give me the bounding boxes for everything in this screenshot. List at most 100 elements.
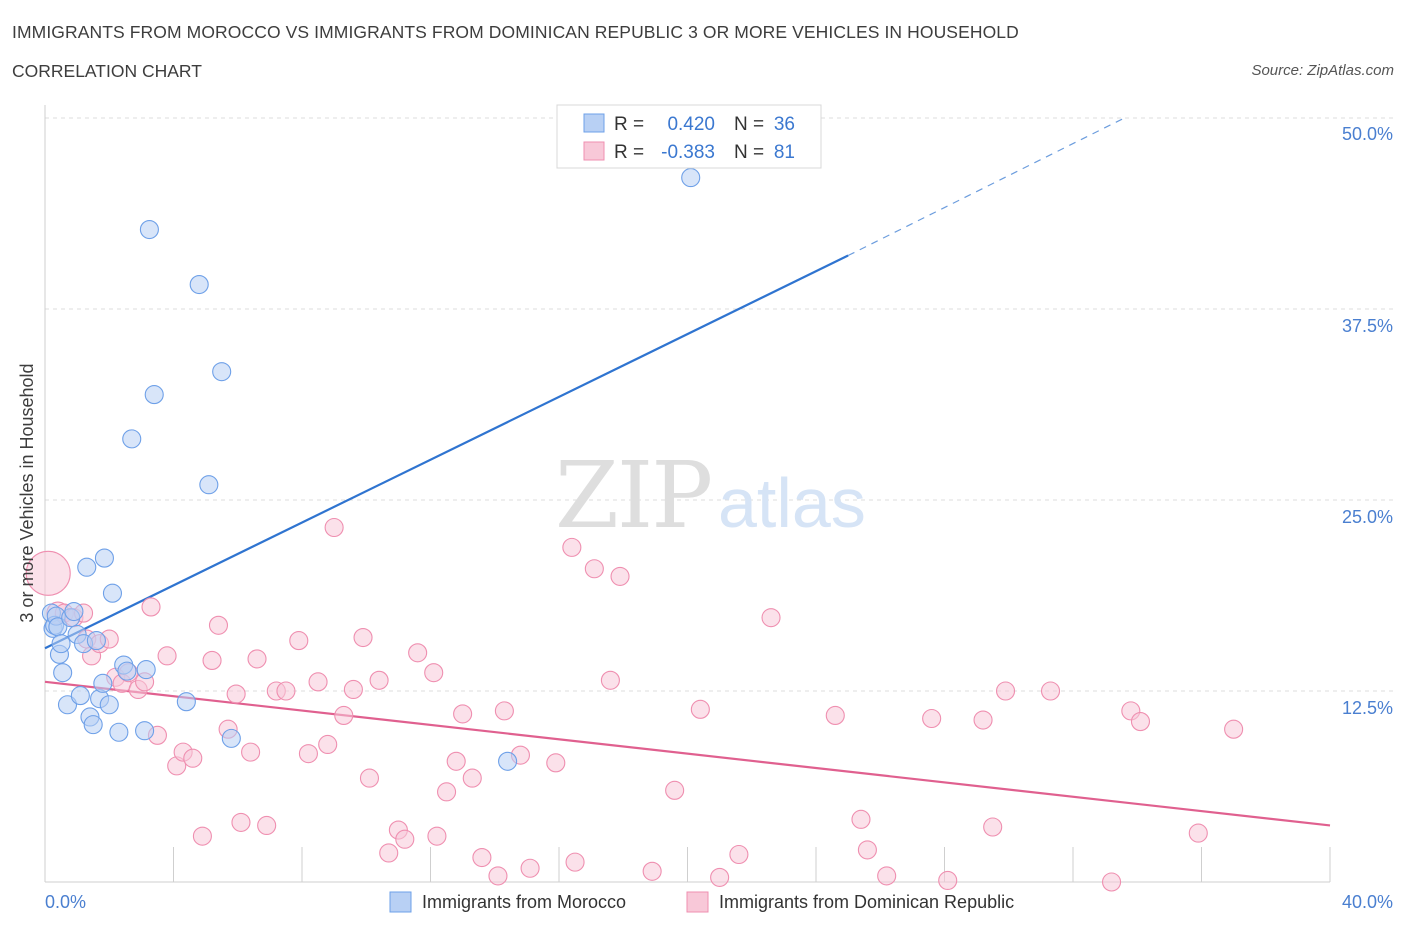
legend-r-value-dominican: -0.383 (661, 142, 715, 163)
point-dominican-republic-44 (408, 643, 428, 663)
point-morocco-33 (199, 475, 219, 495)
point-morocco-6 (51, 634, 71, 654)
point-morocco-35 (221, 728, 241, 748)
watermark-zip: ZIP (555, 442, 711, 549)
series-legend: Immigrants from Morocco Immigrants from … (389, 891, 1014, 913)
legend-n-label-morocco: N = (734, 114, 764, 135)
point-dominican-republic-50 (462, 768, 482, 788)
point-morocco-28 (136, 660, 156, 680)
y-axis-label: 3 or more Vehicles in Household (17, 363, 37, 622)
point-dominican-republic-53 (494, 701, 514, 721)
point-dominican-republic-55 (520, 858, 540, 878)
point-dominican-republic-77 (1040, 681, 1061, 701)
point-morocco-21 (99, 695, 119, 715)
point-dominican-republic-49 (453, 704, 473, 724)
point-morocco-36 (498, 751, 518, 771)
point-dominican-republic-63 (665, 780, 685, 800)
point-dominican-republic-30 (276, 681, 296, 701)
legend-r-label-dominican: R = (614, 142, 644, 163)
trend-line-morocco-extension (847, 117, 1125, 257)
points-morocco (41, 168, 701, 771)
point-dominican-republic-60 (600, 670, 620, 690)
point-dominican-republic-62 (642, 861, 662, 881)
point-morocco-12 (70, 686, 90, 706)
point-dominican-republic-41 (379, 843, 399, 863)
point-morocco-10 (64, 601, 84, 622)
point-morocco-16 (83, 715, 103, 735)
point-dominican-republic-69 (851, 809, 871, 829)
gridlines (45, 117, 1393, 692)
point-dominican-republic-80 (1130, 712, 1151, 732)
legend-n-value-morocco: 36 (774, 114, 795, 135)
point-dominican-republic-68 (825, 705, 845, 725)
point-dominican-republic-40 (369, 670, 389, 690)
point-dominican-republic-71 (877, 866, 897, 886)
legend-swatch-dominican (583, 141, 605, 161)
y-tick-label-3: 50.0% (1342, 124, 1393, 144)
point-morocco-23 (109, 722, 129, 742)
point-dominican-republic-37 (343, 679, 363, 700)
point-dominican-republic-26 (241, 742, 261, 762)
point-dominican-republic-82 (1224, 719, 1244, 739)
point-dominican-republic-38 (353, 627, 373, 648)
y-tick-label-2: 37.5% (1342, 316, 1393, 336)
point-dominican-republic-27 (247, 649, 267, 669)
y-tick-label-0: 12.5% (1342, 698, 1393, 718)
point-dominican-republic-21 (202, 650, 222, 670)
point-morocco-25 (117, 661, 137, 681)
point-dominican-republic-32 (298, 744, 318, 764)
legend-n-label-dominican: N = (734, 142, 764, 163)
point-dominican-republic-58 (565, 852, 585, 872)
point-dominican-republic-70 (857, 840, 877, 860)
point-morocco-29 (139, 219, 159, 240)
point-dominican-republic-64 (690, 699, 710, 719)
point-dominican-republic-24 (226, 684, 246, 704)
point-morocco-20 (94, 548, 114, 568)
point-dominican-republic-66 (729, 844, 749, 865)
point-morocco-30 (144, 385, 164, 405)
point-dominican-republic-47 (437, 782, 457, 802)
point-dominican-republic-34 (318, 734, 338, 755)
point-dominican-republic-22 (208, 615, 229, 635)
point-dominican-republic-56 (546, 753, 566, 773)
point-morocco-19 (93, 673, 113, 693)
x-ticks (44, 847, 1331, 882)
point-dominican-republic-59 (584, 559, 604, 579)
watermark: ZIP atlas (555, 442, 866, 549)
point-dominican-republic-76 (995, 681, 1016, 701)
point-dominican-republic-0 (25, 550, 71, 596)
point-dominican-republic-57 (562, 537, 582, 557)
chart-title: IMMIGRANTS FROM MOROCCO VS IMMIGRANTS FR… (12, 22, 1019, 42)
series-legend-swatch-dominican (686, 891, 709, 913)
point-dominican-republic-35 (324, 517, 344, 538)
point-morocco-26 (122, 429, 142, 449)
point-dominican-republic-19 (183, 748, 203, 768)
point-dominican-republic-81 (1188, 823, 1208, 843)
point-morocco-7 (53, 663, 73, 683)
point-dominican-republic-67 (761, 608, 781, 628)
point-dominican-republic-61 (610, 566, 630, 586)
point-dominican-republic-16 (157, 646, 177, 666)
point-morocco-37 (681, 168, 701, 188)
x-tick-label-min: 0.0% (45, 892, 86, 912)
points-dominican-republic (25, 517, 1244, 892)
point-dominican-republic-33 (308, 672, 328, 692)
trend-line-morocco (44, 254, 849, 650)
legend-swatch-morocco (583, 113, 605, 133)
series-legend-swatch-morocco (389, 891, 412, 913)
point-dominican-republic-39 (359, 768, 380, 788)
chart-source: Source: ZipAtlas.com (1251, 62, 1394, 79)
series-legend-label-dominican: Immigrants from Dominican Republic (719, 892, 1014, 912)
y-tick-labels: 12.5% 25.0% 37.5% 50.0% (1342, 124, 1393, 718)
x-tick-label-max: 40.0% (1342, 892, 1393, 912)
legend-r-label-morocco: R = (614, 114, 644, 135)
point-dominican-republic-25 (231, 812, 251, 832)
point-dominican-republic-51 (472, 848, 492, 868)
point-dominican-republic-46 (427, 826, 447, 846)
point-dominican-republic-72 (922, 708, 942, 729)
point-morocco-32 (189, 275, 209, 295)
stats-legend: R = 0.420 N = 36 R = -0.383 N = 81 (556, 104, 822, 169)
point-dominican-republic-20 (192, 826, 212, 846)
point-dominican-republic-28 (257, 815, 277, 836)
